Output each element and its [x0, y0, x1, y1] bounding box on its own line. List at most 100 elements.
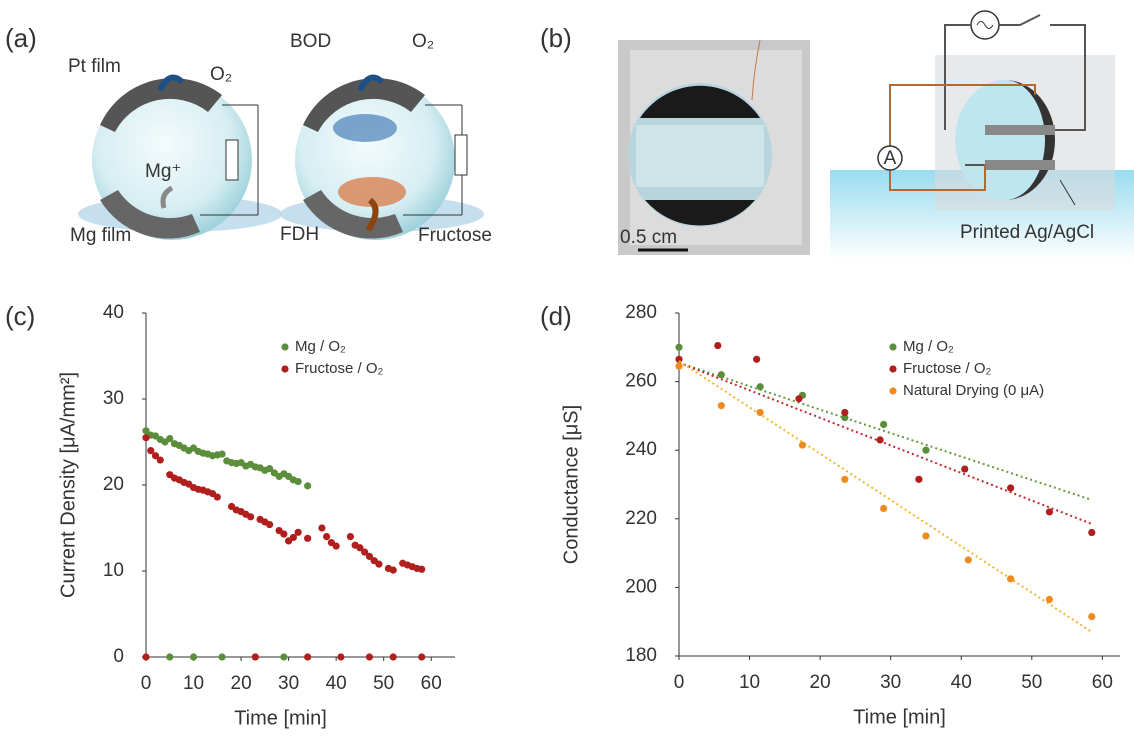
label: FDH — [280, 224, 319, 245]
data-point — [347, 533, 354, 540]
x-tick-label: 10 — [739, 672, 760, 693]
data-point — [318, 524, 325, 531]
data-point — [304, 653, 311, 660]
y-axis-label: Current Density [μA/mm²] — [57, 372, 79, 598]
data-point — [214, 493, 221, 500]
x-tick-label: 10 — [183, 673, 204, 694]
data-point — [1046, 596, 1053, 603]
data-point — [1088, 613, 1095, 620]
legend-marker — [889, 365, 896, 372]
panel-label: (b) — [540, 23, 572, 53]
legend-label: Fructose / O₂ — [295, 360, 384, 377]
data-point — [390, 567, 397, 574]
data-point — [1007, 575, 1014, 582]
label: O₂ — [412, 31, 434, 52]
data-point — [304, 535, 311, 542]
y-tick-label: 20 — [103, 474, 124, 495]
x-tick-label: 50 — [373, 673, 394, 694]
label: Mg⁺ — [145, 161, 181, 182]
data-point — [876, 436, 883, 443]
data-point — [718, 402, 725, 409]
data-point — [280, 653, 287, 660]
figure: (a) (b) (c) (d) Pt film O₂ Mg⁺ Mg film B… — [0, 0, 1134, 733]
data-point — [675, 363, 682, 370]
panel-label: (a) — [5, 23, 37, 53]
y-tick-label: 180 — [625, 645, 657, 666]
legend-label: Natural Drying (0 μA) — [903, 382, 1044, 399]
data-point — [252, 653, 259, 660]
legend-label: Mg / O₂ — [295, 338, 346, 355]
y-tick-label: 30 — [103, 388, 124, 409]
y-tick-label: 220 — [625, 508, 657, 529]
data-point — [323, 533, 330, 540]
data-point — [142, 434, 149, 441]
legend-marker — [281, 365, 288, 372]
cell-illustration — [78, 78, 282, 241]
y-axis-label: Conductance [μS] — [560, 405, 582, 564]
y-tick-label: 240 — [625, 439, 657, 460]
data-point — [841, 476, 848, 483]
x-tick-label: 60 — [421, 673, 442, 694]
x-tick-label: 50 — [1021, 672, 1042, 693]
data-point — [880, 505, 887, 512]
scale-bar-label: 0.5 cm — [620, 227, 677, 248]
data-point — [218, 653, 225, 660]
data-point — [795, 395, 802, 402]
data-point — [295, 478, 302, 485]
data-point — [190, 653, 197, 660]
ammeter-label: A — [884, 148, 897, 169]
legend-label: Mg / O₂ — [903, 338, 954, 355]
x-tick-label: 0 — [141, 673, 152, 694]
y-tick-label: 0 — [113, 646, 124, 667]
label: Pt film — [68, 56, 121, 77]
data-point — [1088, 529, 1095, 536]
data-point — [157, 456, 164, 463]
y-tick-label: 40 — [103, 302, 124, 323]
data-point — [922, 532, 929, 539]
y-tick-label: 260 — [625, 371, 657, 392]
data-point — [1046, 508, 1053, 515]
data-point — [390, 653, 397, 660]
cell-illustration — [280, 78, 484, 241]
data-point — [337, 653, 344, 660]
data-point — [961, 465, 968, 472]
legend-marker — [889, 343, 896, 350]
data-point — [295, 529, 302, 536]
data-point — [757, 409, 764, 416]
x-tick-label: 60 — [1092, 672, 1113, 693]
x-axis-label: Time [min] — [234, 707, 327, 729]
y-tick-label: 200 — [625, 576, 657, 597]
x-tick-label: 0 — [674, 672, 685, 693]
label: Printed Ag/AgCl — [960, 222, 1094, 243]
x-tick-label: 40 — [326, 673, 347, 694]
y-tick-label: 10 — [103, 560, 124, 581]
data-point — [915, 476, 922, 483]
label: Fructose — [418, 225, 492, 246]
data-point — [304, 482, 311, 489]
label: Mg film — [70, 225, 131, 246]
device-photo — [618, 40, 810, 255]
data-point — [757, 383, 764, 390]
data-point — [375, 561, 382, 568]
panel-label: (d) — [540, 301, 572, 331]
data-point — [280, 530, 287, 537]
y-tick-label: 280 — [625, 302, 657, 323]
data-point — [922, 447, 929, 454]
data-point — [218, 450, 225, 457]
legend-label: Fructose / O₂ — [903, 360, 992, 377]
data-point — [841, 409, 848, 416]
data-point — [880, 421, 887, 428]
x-tick-label: 40 — [951, 672, 972, 693]
label: O₂ — [210, 64, 232, 85]
x-axis-label: Time [min] — [853, 706, 946, 728]
data-point — [714, 342, 721, 349]
legend-marker — [889, 387, 896, 394]
data-point — [366, 653, 373, 660]
x-tick-label: 20 — [231, 673, 252, 694]
data-point — [753, 356, 760, 363]
data-point — [247, 513, 254, 520]
data-point — [418, 653, 425, 660]
x-tick-label: 30 — [880, 672, 901, 693]
data-point — [333, 542, 340, 549]
x-tick-label: 20 — [810, 672, 831, 693]
